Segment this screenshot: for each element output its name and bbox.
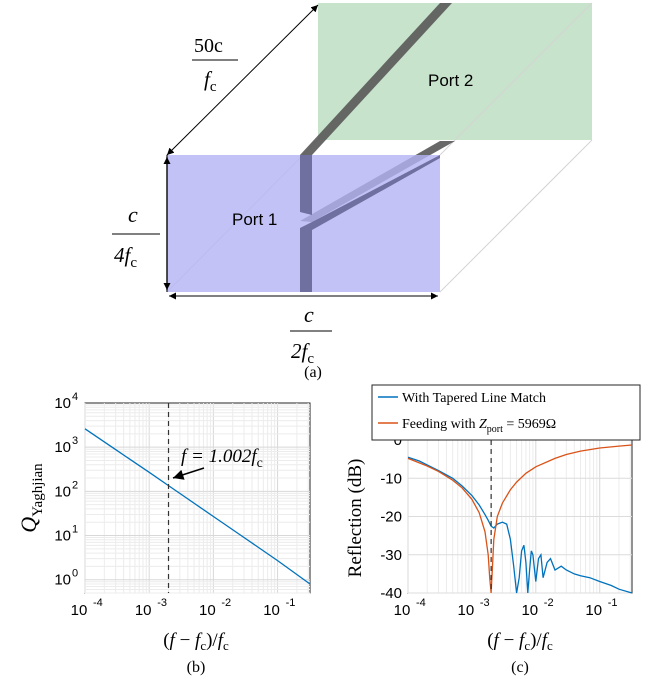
depth-label-num: 50c [194, 35, 223, 57]
blade-upper [300, 3, 452, 155]
y-tick-exponent: 0 [72, 568, 78, 580]
x-tick-label: 10 [394, 602, 411, 619]
y-tick-label: -40 [380, 585, 402, 602]
y-tick-label: 10 [54, 572, 71, 589]
legend-label-tapered: With Tapered Line Match [402, 391, 546, 406]
y-tick-label: -20 [380, 509, 402, 526]
chart-b-marks [84, 403, 311, 593]
x-tick-exponent: -1 [608, 597, 618, 609]
box-edge [439, 139, 593, 293]
caption-b: (b) [187, 659, 206, 676]
x-tick-exponent: -3 [480, 597, 490, 609]
x-tick-exponent: -1 [286, 597, 296, 609]
caption-c: (c) [511, 659, 529, 676]
x-tick-label: 10 [199, 602, 216, 619]
chart-c: 10-410-310-210-10-10-20-30-40 With Taper… [345, 384, 641, 676]
port1-label: Port 1 [232, 210, 277, 229]
y-tick-exponent: 1 [72, 524, 78, 536]
depth-label-den: fc [204, 67, 217, 95]
y-tick-label: 10 [54, 439, 71, 456]
y-tick-exponent: 4 [72, 391, 78, 403]
x-tick-label: 10 [71, 602, 88, 619]
chart-b-xlabel: (f − fc)/fc [163, 630, 229, 653]
chart-c-ylabel: Reflection (dB) [345, 459, 366, 578]
chart-c-ticks: 10-410-310-210-10-10-20-30-40 [380, 432, 617, 619]
x-tick-exponent: -2 [221, 597, 231, 609]
caption-a: (a) [304, 364, 322, 381]
chart-b-grid [84, 403, 310, 594]
series-line-1 [407, 444, 633, 594]
series-line-0 [407, 456, 633, 594]
y-tick-label: -10 [380, 470, 402, 487]
series-line-0 [84, 428, 311, 585]
chart-c-marks [407, 440, 633, 594]
figure-a: Port 1 Port 2 50c fc c 4fc c 2fc (a) [112, 2, 593, 381]
chart-c-legend: With Tapered Line Match Feeding with Zpo… [371, 384, 641, 441]
x-tick-exponent: -3 [157, 597, 167, 609]
y-tick-label: 10 [54, 483, 71, 500]
height-label-num: c [128, 202, 138, 227]
x-tick-label: 10 [135, 602, 152, 619]
blade-front-upper [300, 155, 312, 215]
legend-label-feeding: Feeding with Zport = 5969Ω [402, 417, 556, 435]
x-tick-exponent: -2 [544, 597, 554, 609]
width-label-den: 2fc [291, 339, 314, 367]
chart-c-xlabel: (f − fc)/fc [487, 630, 553, 653]
x-tick-label: 10 [521, 602, 538, 619]
y-tick-label: 10 [54, 395, 71, 412]
y-tick-label: -30 [380, 547, 402, 564]
chart-b-annotation: f = 1.002fc [181, 446, 263, 471]
width-label-num: c [304, 302, 314, 327]
port2-face [318, 3, 592, 140]
x-tick-label: 10 [458, 602, 475, 619]
x-tick-label: 10 [263, 602, 280, 619]
chart-b-annotation-arrow [172, 467, 205, 480]
depth-arrow [166, 4, 319, 156]
svg-text:QYaghjian: QYaghjian [16, 463, 46, 533]
x-tick-exponent: -4 [416, 597, 426, 609]
port2-label: Port 2 [428, 71, 473, 90]
x-tick-label: 10 [585, 602, 602, 619]
height-label-den: 4fc [114, 243, 137, 271]
y-tick-label: 10 [54, 528, 71, 545]
y-tick-exponent: 3 [72, 435, 78, 447]
y-tick-exponent: 2 [72, 479, 78, 491]
box-edge [439, 2, 593, 156]
x-tick-exponent: -4 [93, 597, 103, 609]
chart-b-ylabel: QYaghjian [16, 463, 46, 533]
